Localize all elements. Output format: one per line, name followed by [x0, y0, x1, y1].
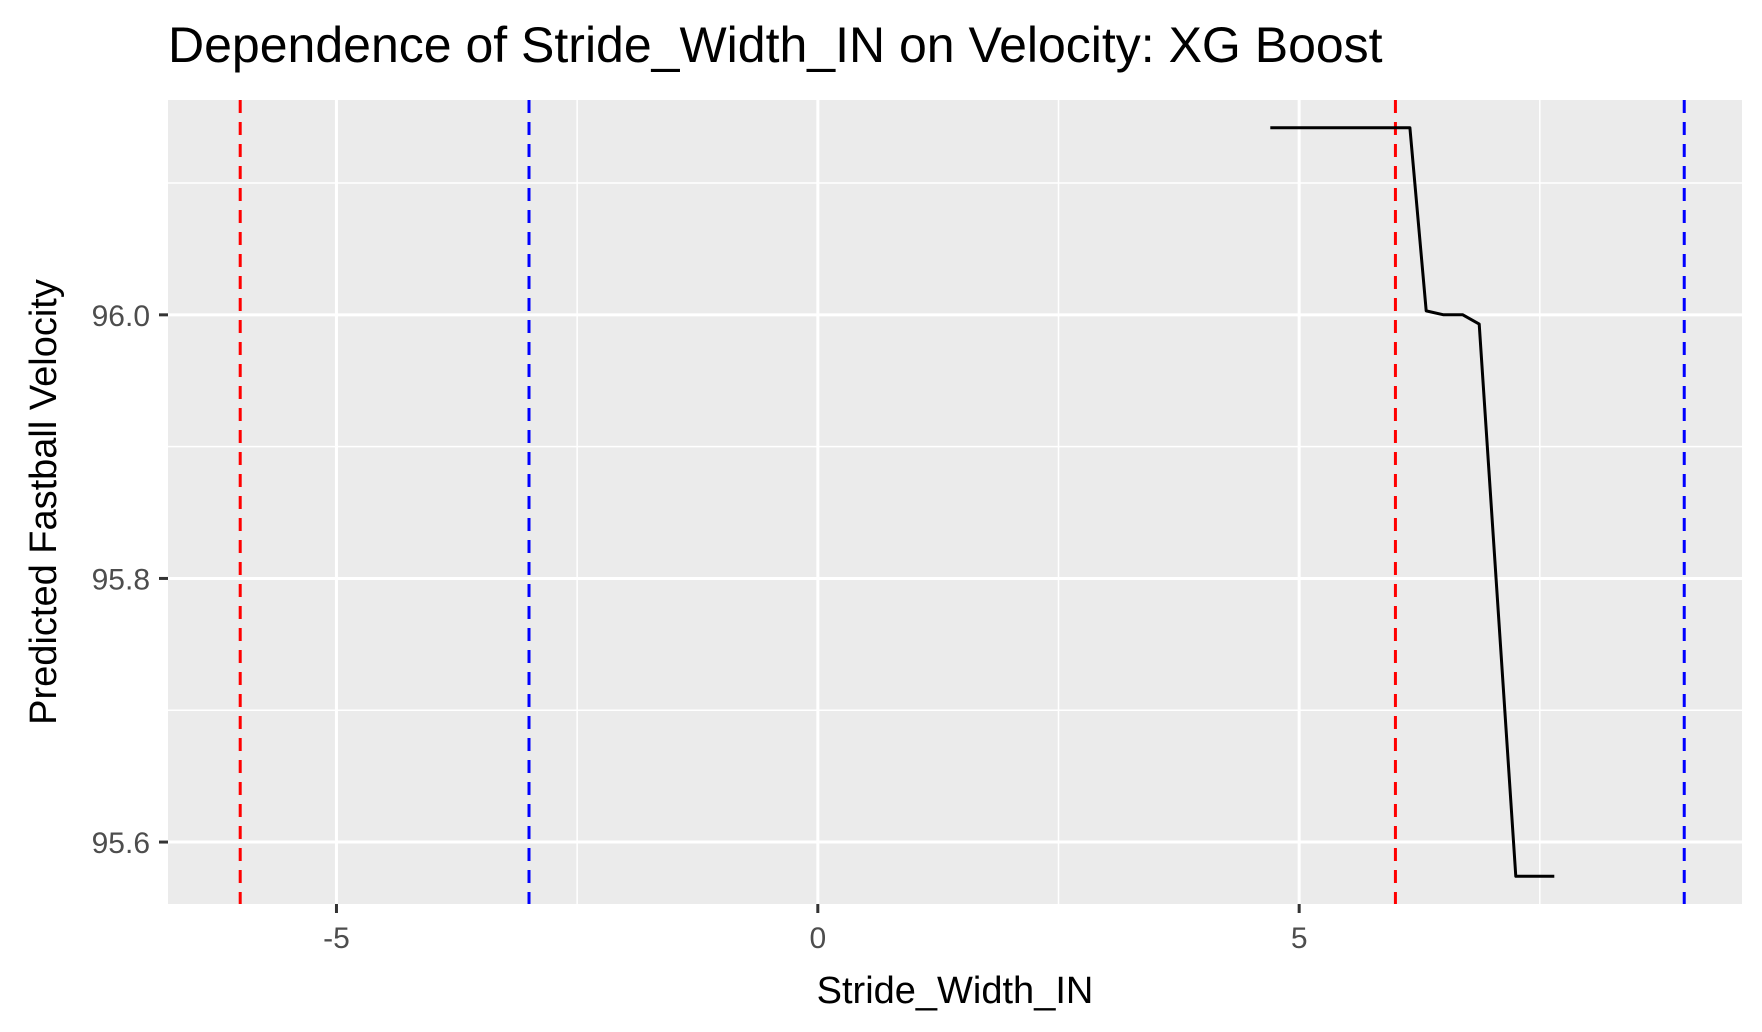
y-tick-label: 95.6: [92, 827, 150, 860]
minor-gridlines: [168, 100, 1742, 904]
chart-title: Dependence of Stride_Width_IN on Velocit…: [168, 17, 1383, 73]
y-tick-label: 96.0: [92, 300, 150, 333]
major-gridlines: [168, 100, 1742, 904]
reference-lines: [238, 100, 1686, 904]
x-tick-label: 0: [809, 922, 826, 955]
series-line-0: [1270, 126, 1555, 878]
x-axis-ticks: -5 0 5: [323, 904, 1308, 955]
y-axis-title: Predicted Fastball Velocity: [23, 279, 65, 725]
plot-panel: [168, 100, 1742, 904]
y-axis-ticks: 95.6 95.8 96.0: [92, 300, 168, 860]
x-axis-title: Stride_Width_IN: [817, 970, 1094, 1012]
x-tick-label: 5: [1291, 922, 1308, 955]
series-layer: [1270, 126, 1555, 878]
x-tick-label: -5: [323, 922, 350, 955]
y-tick-label: 95.8: [92, 563, 150, 596]
